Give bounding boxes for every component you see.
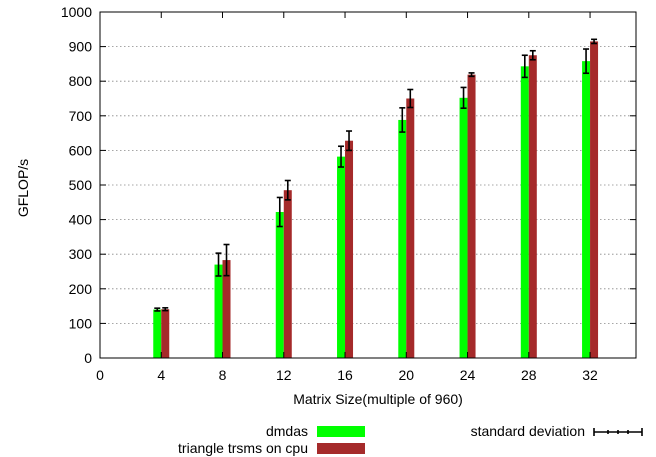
y-tick-label-400: 400 bbox=[69, 212, 93, 228]
errorbar-dmdas-4 bbox=[154, 307, 161, 312]
legend: dmdas triangle trsms on cpu standard dev… bbox=[178, 423, 643, 456]
legend-swatch-triangle-trsms bbox=[317, 443, 365, 454]
errorbar-dmdas-20 bbox=[399, 107, 406, 133]
legend-errorbar-sample bbox=[593, 428, 643, 436]
y-tick-label-1000: 1000 bbox=[61, 4, 92, 20]
errorbar-triangle-trsms-28 bbox=[529, 49, 536, 61]
x-tick-labels: 0 4 8 12 16 20 24 28 32 bbox=[96, 367, 598, 383]
errorbar-triangle-trsms-8 bbox=[223, 243, 230, 277]
y-tick-label-0: 0 bbox=[84, 350, 92, 366]
y-tick-label-300: 300 bbox=[69, 246, 93, 262]
bar-dmdas-12 bbox=[275, 211, 284, 358]
error-bars bbox=[154, 38, 598, 312]
y-tick-label-200: 200 bbox=[69, 281, 93, 297]
x-tick-label-8: 8 bbox=[219, 367, 227, 383]
grid-lines bbox=[100, 46, 636, 324]
x-tick-label-20: 20 bbox=[398, 367, 414, 383]
x-tick-label-4: 4 bbox=[157, 367, 165, 383]
x-tick-label-0: 0 bbox=[96, 367, 104, 383]
errorbar-dmdas-32 bbox=[583, 48, 590, 75]
bar-triangle-trsms-32 bbox=[590, 41, 599, 358]
bar-triangle-trsms-16 bbox=[345, 140, 354, 358]
x-tick-label-16: 16 bbox=[337, 367, 353, 383]
legend-label-triangle-trsms: triangle trsms on cpu bbox=[178, 440, 308, 456]
errorbar-triangle-trsms-20 bbox=[407, 88, 414, 109]
errorbar-triangle-trsms-12 bbox=[284, 179, 291, 201]
bars bbox=[153, 41, 599, 359]
bar-dmdas-32 bbox=[582, 61, 591, 359]
legend-swatch-dmdas bbox=[317, 426, 365, 437]
errorbar-triangle-trsms-16 bbox=[346, 130, 353, 152]
y-axis-label: GFLOP/s bbox=[15, 159, 31, 217]
y-tick-label-600: 600 bbox=[69, 142, 93, 158]
y-tick-label-700: 700 bbox=[69, 108, 93, 124]
errorbar-dmdas-8 bbox=[215, 252, 222, 277]
bar-triangle-trsms-8 bbox=[222, 260, 231, 358]
errorbar-triangle-trsms-32 bbox=[591, 38, 598, 45]
y-tick-label-500: 500 bbox=[69, 177, 93, 193]
bar-dmdas-16 bbox=[337, 156, 346, 358]
axis-ticks bbox=[99, 11, 636, 359]
y-tick-label-900: 900 bbox=[69, 39, 93, 55]
bar-dmdas-24 bbox=[459, 97, 468, 359]
x-tick-label-28: 28 bbox=[521, 367, 537, 383]
x-tick-label-12: 12 bbox=[276, 367, 292, 383]
errorbar-dmdas-28 bbox=[521, 54, 528, 79]
bar-triangle-trsms-28 bbox=[528, 55, 537, 358]
x-tick-label-24: 24 bbox=[460, 367, 476, 383]
bar-triangle-trsms-20 bbox=[406, 98, 415, 358]
y-tick-label-100: 100 bbox=[69, 315, 93, 331]
errorbar-dmdas-12 bbox=[276, 196, 283, 228]
errorbar-dmdas-24 bbox=[460, 86, 467, 109]
y-tick-label-800: 800 bbox=[69, 73, 93, 89]
bar-triangle-trsms-24 bbox=[467, 74, 476, 358]
errorbar-dmdas-16 bbox=[338, 145, 345, 168]
bar-dmdas-20 bbox=[398, 119, 407, 359]
bar-dmdas-28 bbox=[520, 66, 529, 359]
legend-label-standard-deviation: standard deviation bbox=[471, 423, 585, 439]
errorbar-triangle-trsms-4 bbox=[162, 307, 169, 312]
x-tick-label-32: 32 bbox=[582, 367, 598, 383]
bar-triangle-trsms-12 bbox=[283, 190, 292, 358]
bar-dmdas-8 bbox=[214, 264, 223, 358]
errorbar-triangle-trsms-24 bbox=[468, 72, 475, 78]
y-tick-labels: 0 100 200 300 400 500 600 700 800 900 1000 bbox=[61, 4, 92, 366]
legend-label-dmdas: dmdas bbox=[266, 423, 308, 439]
bar-triangle-trsms-4 bbox=[161, 309, 170, 358]
x-axis-label: Matrix Size(multiple of 960) bbox=[293, 391, 463, 407]
bar-dmdas-4 bbox=[153, 309, 162, 358]
